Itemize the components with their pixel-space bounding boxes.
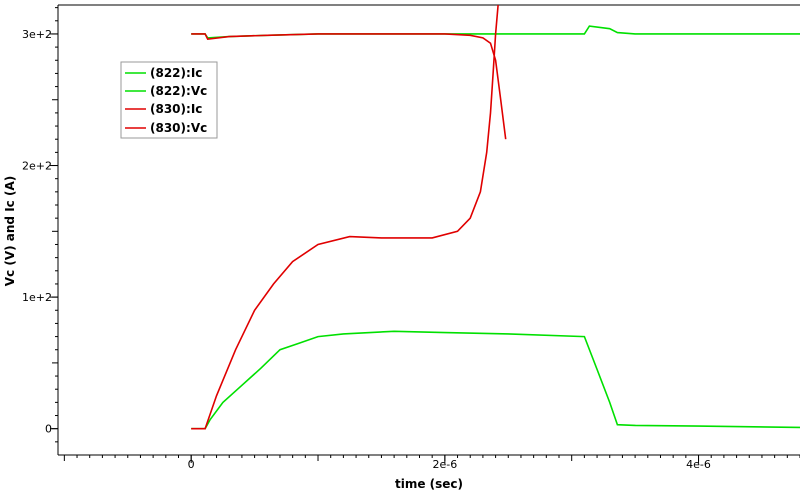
series-line-830-vc (191, 33, 507, 140)
y-ticks: 0 1e+2 2e+2 3e+2 (22, 28, 58, 436)
x-tick-label: 4e-6 (686, 458, 711, 471)
y-tick-label: 3e+2 (22, 28, 52, 41)
series-line-830-ic (191, 5, 499, 430)
y-tick-label: 0 (45, 423, 52, 436)
legend-label-822-vc: (822):Vc (150, 84, 207, 98)
y-axis-title: Vc (V) and Ic (A) (3, 176, 17, 286)
series-line-822-ic (191, 330, 800, 430)
series-line-822-vc (191, 25, 800, 39)
x-tick-label: 0 (188, 458, 195, 471)
x-ticks: 0 2e-6 4e-6 (188, 455, 711, 471)
y-tick-label: 1e+2 (22, 291, 52, 304)
legend-label-830-ic: (830):Ic (150, 102, 202, 116)
x-axis-title: time (sec) (395, 477, 463, 491)
legend-label-822-ic: (822):Ic (150, 66, 202, 80)
legend: (822):Ic (822):Vc (830):Ic (830):Vc (120, 61, 218, 139)
x-tick-label: 2e-6 (432, 458, 457, 471)
series-layer (191, 5, 800, 430)
legend-label-830-vc: (830):Vc (150, 121, 207, 135)
y-tick-label: 2e+2 (22, 160, 52, 173)
legend-box (120, 61, 218, 139)
